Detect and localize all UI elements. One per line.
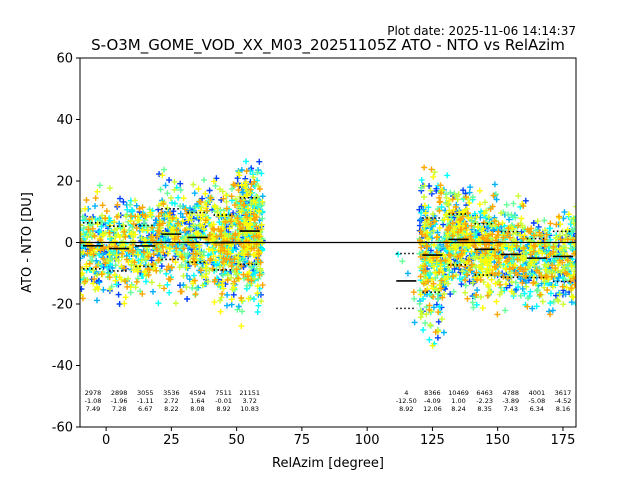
bin-mean-label: -4.52 bbox=[555, 397, 572, 405]
y-tick-label: 20 bbox=[56, 175, 73, 190]
y-tick-label: -20 bbox=[52, 298, 73, 313]
bin-mean-label: -12.50 bbox=[396, 397, 417, 405]
bin-std-label: 8.24 bbox=[451, 405, 465, 413]
y-tick-label: -60 bbox=[52, 421, 73, 436]
bin-mean-label: -3.89 bbox=[502, 397, 519, 405]
bin-mean-label: -4.09 bbox=[424, 397, 441, 405]
bin-mean-lines bbox=[83, 230, 573, 282]
bin-std-label: 6.34 bbox=[530, 405, 544, 413]
bin-mean-label: 1.64 bbox=[190, 397, 204, 405]
bin-std-label: 7.28 bbox=[112, 405, 126, 413]
bin-count-label: 3055 bbox=[137, 389, 154, 397]
bin-std-label: 8.35 bbox=[477, 405, 491, 413]
bin-mean-label: -0.01 bbox=[215, 397, 232, 405]
y-tick-label: 0 bbox=[65, 236, 73, 251]
x-tick-label: 125 bbox=[420, 433, 445, 448]
plot-date: Plot date: 2025-11-06 14:14:37 bbox=[387, 24, 576, 38]
bin-std-label: 7.43 bbox=[503, 405, 517, 413]
bin-count-label: 4001 bbox=[529, 389, 546, 397]
y-tick-label: 60 bbox=[56, 52, 73, 67]
bin-mean-label: 3.72 bbox=[242, 397, 256, 405]
bin-std-label: 10.83 bbox=[240, 405, 259, 413]
y-tick-label: 40 bbox=[56, 113, 73, 128]
bin-mean-label: -1.08 bbox=[85, 397, 102, 405]
bin-std-lines bbox=[83, 196, 573, 310]
bin-count-label: 21151 bbox=[239, 389, 260, 397]
scatter-points bbox=[80, 158, 576, 349]
bin-count-label: 3617 bbox=[555, 389, 572, 397]
x-tick-label: 175 bbox=[551, 433, 576, 448]
x-tick-label: 75 bbox=[294, 433, 311, 448]
bin-std-label: 6.67 bbox=[138, 405, 152, 413]
bin-count-label: 4594 bbox=[189, 389, 206, 397]
bin-count-label: 3536 bbox=[163, 389, 180, 397]
bin-std-label: 8.08 bbox=[190, 405, 204, 413]
bin-count-label: 4 bbox=[404, 389, 408, 397]
bin-mean-label: 1.00 bbox=[451, 397, 465, 405]
bin-std-label: 8.16 bbox=[556, 405, 570, 413]
bin-mean-label: -1.11 bbox=[137, 397, 154, 405]
bin-statistics: 2978-1.087.49 2898-1.967.28 3055-1.116.67 3… bbox=[85, 389, 572, 413]
bin-mean-label: 2.72 bbox=[164, 397, 178, 405]
bin-count-label: 4788 bbox=[502, 389, 519, 397]
bin-count-label: 6463 bbox=[476, 389, 493, 397]
bin-count-label: 7511 bbox=[215, 389, 232, 397]
y-axis-ticks: -60 -40 -20 0 20 40 60 bbox=[52, 52, 80, 436]
y-tick-label: -40 bbox=[52, 359, 73, 374]
x-tick-label: 0 bbox=[102, 433, 110, 448]
x-axis-ticks: 0 25 50 75 100 125 150 175 bbox=[102, 427, 575, 448]
bin-mean-label: -2.23 bbox=[476, 397, 493, 405]
bin-std-label: 8.92 bbox=[399, 405, 413, 413]
x-tick-label: 50 bbox=[228, 433, 245, 448]
x-tick-label: 25 bbox=[163, 433, 180, 448]
bin-count-label: 2978 bbox=[85, 389, 102, 397]
x-tick-label: 150 bbox=[485, 433, 510, 448]
bin-count-label: 8366 bbox=[424, 389, 441, 397]
bin-std-label: 8.22 bbox=[164, 405, 178, 413]
bin-count-label: 10469 bbox=[448, 389, 469, 397]
y-axis-label: ATO - NTO [DU] bbox=[20, 192, 35, 293]
bin-std-label: 12.06 bbox=[423, 405, 442, 413]
bin-std-label: 7.49 bbox=[86, 405, 100, 413]
x-axis-label: RelAzim [degree] bbox=[272, 456, 384, 471]
bin-mean-label: -1.96 bbox=[111, 397, 128, 405]
chart-title: S-O3M_GOME_VOD_XX_M03_20251105Z ATO - NT… bbox=[91, 36, 565, 55]
bin-count-label: 2898 bbox=[111, 389, 128, 397]
bin-mean-label: -5.08 bbox=[528, 397, 545, 405]
bin-std-label: 8.92 bbox=[216, 405, 230, 413]
x-tick-label: 100 bbox=[355, 433, 380, 448]
